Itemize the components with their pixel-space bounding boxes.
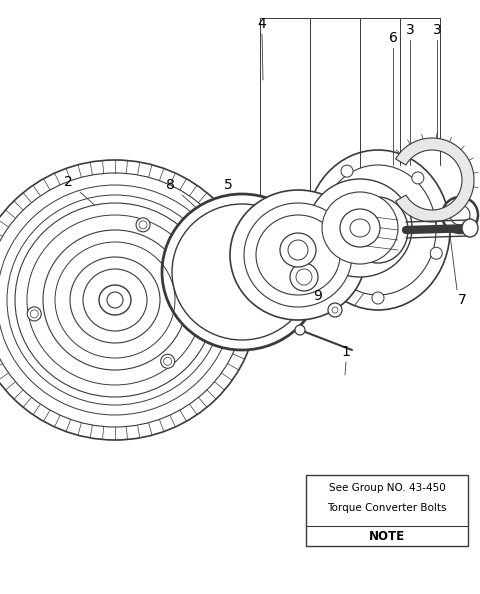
Bar (306, 475, 468, 546)
Text: Torque Converter Bolts: Torque Converter Bolts (327, 503, 447, 513)
Circle shape (372, 292, 384, 304)
Ellipse shape (340, 209, 380, 247)
Circle shape (136, 218, 150, 232)
Circle shape (30, 310, 38, 318)
Text: 3: 3 (432, 23, 442, 37)
Text: 2: 2 (64, 175, 72, 189)
Ellipse shape (288, 240, 308, 260)
Circle shape (161, 354, 175, 368)
Circle shape (296, 269, 312, 285)
Ellipse shape (83, 269, 147, 331)
Circle shape (332, 307, 338, 313)
Text: 8: 8 (166, 178, 174, 192)
Text: 7: 7 (457, 293, 467, 307)
Ellipse shape (107, 292, 123, 308)
Text: See Group NO. 43-450: See Group NO. 43-450 (329, 483, 445, 493)
Ellipse shape (256, 215, 340, 295)
Circle shape (290, 263, 318, 291)
Circle shape (295, 325, 305, 335)
Text: 9: 9 (313, 289, 323, 303)
Ellipse shape (280, 233, 316, 267)
Circle shape (139, 221, 147, 229)
Ellipse shape (99, 285, 131, 315)
Circle shape (412, 172, 424, 184)
Ellipse shape (306, 150, 450, 310)
Ellipse shape (0, 160, 258, 440)
Ellipse shape (15, 203, 215, 397)
Ellipse shape (348, 197, 408, 263)
Circle shape (27, 307, 41, 321)
Ellipse shape (230, 190, 366, 320)
Text: 4: 4 (258, 17, 266, 31)
Circle shape (442, 197, 478, 233)
Circle shape (341, 165, 353, 177)
Ellipse shape (350, 219, 370, 237)
Polygon shape (396, 138, 474, 222)
Ellipse shape (322, 192, 398, 264)
Circle shape (450, 205, 470, 225)
Ellipse shape (70, 257, 160, 343)
Ellipse shape (320, 165, 436, 295)
Circle shape (430, 247, 442, 259)
Ellipse shape (162, 194, 322, 350)
Text: 1: 1 (342, 345, 350, 359)
Ellipse shape (308, 179, 412, 277)
Text: 3: 3 (406, 23, 414, 37)
Circle shape (328, 303, 342, 317)
Ellipse shape (172, 204, 312, 340)
Circle shape (314, 247, 326, 259)
Ellipse shape (462, 219, 478, 237)
Text: 6: 6 (389, 31, 397, 45)
Circle shape (164, 357, 172, 365)
Ellipse shape (244, 203, 352, 307)
Text: NOTE: NOTE (369, 530, 405, 542)
Text: 5: 5 (224, 178, 232, 192)
